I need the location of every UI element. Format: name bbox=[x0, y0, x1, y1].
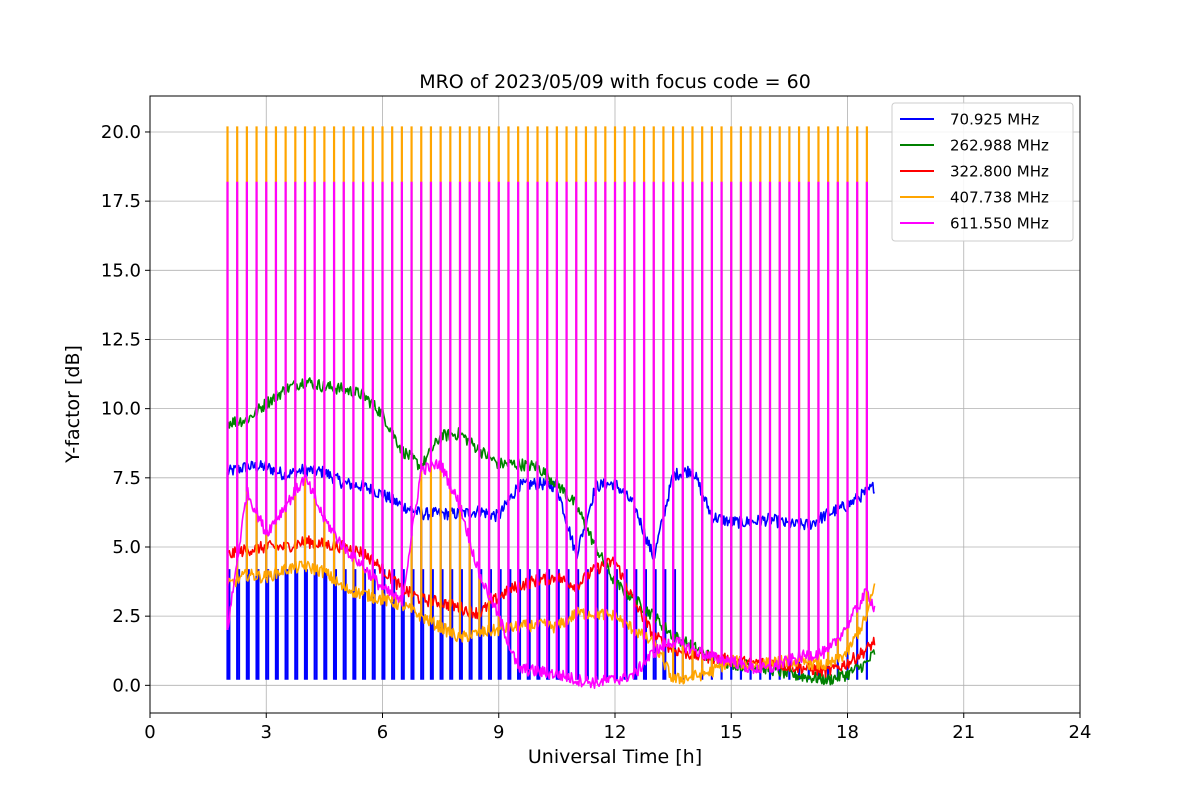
axes: 0 3 6 9 12 15 18 21 24 0.0 2.5 5.0 7.5 10.0 12.5 15.0 17… bbox=[101, 122, 1092, 743]
x-tick-label: 9 bbox=[493, 722, 504, 743]
x-tick-label: 15 bbox=[720, 722, 743, 743]
y-tick-label: 12.5 bbox=[101, 329, 141, 350]
x-tick-label: 0 bbox=[144, 722, 155, 743]
x-tick-label: 6 bbox=[377, 722, 388, 743]
y-tick-label: 10.0 bbox=[101, 399, 141, 420]
legend-label: 70.925 MHz bbox=[950, 111, 1039, 129]
legend-label: 262.988 MHz bbox=[950, 137, 1049, 155]
legend-label: 407.738 MHz bbox=[950, 189, 1049, 207]
legend-label: 611.550 MHz bbox=[950, 215, 1049, 233]
y-tick-label: 5.0 bbox=[112, 537, 141, 558]
legend: 70.925 MHz 262.988 MHz 322.800 MHz 407.738 … bbox=[891, 102, 1074, 242]
x-axis-title: Universal Time [h] bbox=[528, 746, 702, 768]
x-tick-label: 24 bbox=[1069, 722, 1092, 743]
y-tick-label: 0.0 bbox=[112, 675, 141, 696]
chart-title: MRO of 2023/05/09 with focus code = 60 bbox=[419, 71, 811, 93]
x-tick-label: 18 bbox=[836, 722, 859, 743]
series-4 bbox=[226, 181, 876, 690]
y-tick-label: 20.0 bbox=[101, 122, 141, 143]
legend-label: 322.800 MHz bbox=[950, 163, 1049, 181]
legend-box bbox=[891, 102, 1074, 242]
y-tick-label: 17.5 bbox=[101, 191, 141, 212]
x-tick-label: 21 bbox=[952, 722, 975, 743]
y-tick-label: 15.0 bbox=[101, 260, 141, 281]
series-line bbox=[226, 459, 876, 690]
data-series bbox=[226, 126, 876, 690]
series-line bbox=[226, 560, 876, 685]
x-tick-label: 3 bbox=[261, 722, 272, 743]
y-tick-label: 7.5 bbox=[112, 468, 141, 489]
x-tick-label: 12 bbox=[604, 722, 627, 743]
y-axis-title: Y-factor [dB] bbox=[62, 345, 84, 464]
y-tick-label: 2.5 bbox=[112, 606, 141, 627]
